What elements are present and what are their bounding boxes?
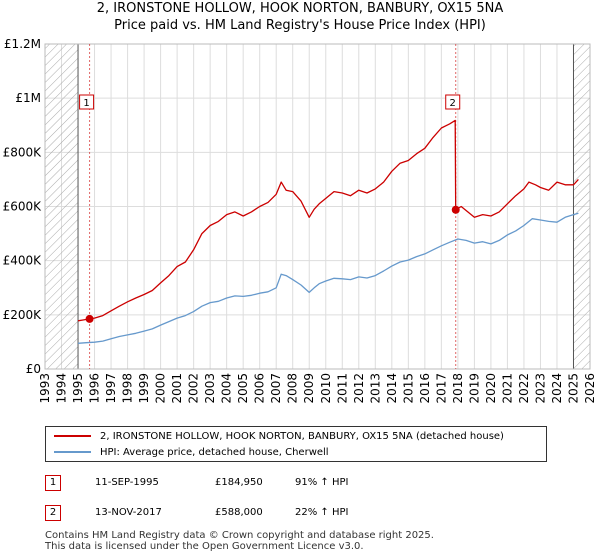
- x-tick-label: 2006: [253, 373, 267, 404]
- sale-row: 2 13-NOV-2017 £588,000 22% ↑ HPI: [45, 505, 405, 521]
- x-tick-label: 2011: [335, 373, 349, 404]
- sale-hpi-change: 22% ↑ HPI: [295, 507, 349, 518]
- legend-swatch-property: [54, 435, 91, 437]
- title-line-1: 2, IRONSTONE HOLLOW, HOOK NORTON, BANBUR…: [96, 1, 504, 16]
- sale-badge: 1: [45, 475, 61, 491]
- hatched-region: [45, 44, 79, 369]
- x-tick-label: 2023: [533, 373, 547, 404]
- y-tick-label: £200K: [3, 308, 43, 322]
- x-tick-label: 2019: [467, 373, 481, 404]
- x-tick-label: 2021: [500, 373, 514, 404]
- x-tick-label: 2015: [401, 373, 415, 404]
- sale-label-number: 1: [83, 98, 89, 109]
- legend: 2, IRONSTONE HOLLOW, HOOK NORTON, BANBUR…: [45, 426, 547, 462]
- footer-copyright: Contains HM Land Registry data © Crown c…: [45, 530, 434, 541]
- x-tick-label: 1997: [104, 373, 118, 404]
- x-tick-label: 2017: [434, 373, 448, 404]
- x-tick-label: 2012: [352, 373, 366, 404]
- x-tick-label: 2016: [418, 373, 432, 404]
- x-tick-label: 1995: [71, 373, 85, 404]
- y-tick-label: £1M: [15, 91, 41, 105]
- legend-item-hpi: HPI: Average price, detached house, Cher…: [54, 444, 329, 460]
- x-tick-label: 2026: [583, 373, 597, 404]
- x-tick-label: 1998: [121, 373, 135, 404]
- sale-label-box: [79, 94, 95, 110]
- x-tick-label: 2005: [236, 373, 250, 404]
- sale-badge: 2: [45, 505, 61, 521]
- x-tick-label: 2013: [368, 373, 382, 404]
- sale-point: [451, 205, 460, 214]
- x-tick-label: 2004: [220, 373, 234, 404]
- legend-label-property: 2, IRONSTONE HOLLOW, HOOK NORTON, BANBUR…: [100, 430, 504, 442]
- x-tick-label: 1994: [55, 373, 69, 404]
- x-tick-label: 2010: [319, 373, 333, 404]
- x-tick-label: 2022: [517, 373, 531, 404]
- x-tick-label: 2020: [484, 373, 498, 404]
- x-tick-label: 2025: [566, 373, 580, 404]
- x-tick-label: 2003: [203, 373, 217, 404]
- x-tick-label: 2024: [550, 373, 564, 404]
- sale-label-box: [445, 94, 461, 110]
- y-tick-label: £600K: [3, 200, 43, 214]
- x-tick-label: 1999: [137, 373, 151, 404]
- property-price-line: [77, 119, 579, 322]
- sale-price: £588,000: [215, 507, 263, 518]
- x-tick-label: 2018: [451, 373, 465, 404]
- chart-title: 2, IRONSTONE HOLLOW, HOOK NORTON, BANBUR…: [0, 0, 600, 34]
- sale-point: [85, 314, 94, 323]
- sale-row: 1 11-SEP-1995 £184,950 91% ↑ HPI: [45, 475, 405, 491]
- title-line-2: Price paid vs. HM Land Registry's House …: [114, 18, 486, 33]
- legend-swatch-hpi: [54, 451, 91, 453]
- footer: Contains HM Land Registry data © Crown c…: [45, 530, 434, 552]
- legend-label-hpi: HPI: Average price, detached house, Cher…: [100, 446, 329, 458]
- x-tick-label: 2002: [187, 373, 201, 404]
- x-tick-label: 2001: [170, 373, 184, 404]
- sale-date: 11-SEP-1995: [95, 477, 159, 488]
- sale-date: 13-NOV-2017: [95, 507, 162, 518]
- x-tick-label: 2014: [385, 373, 399, 404]
- x-tick-label: 2009: [302, 373, 316, 404]
- legend-item-property: 2, IRONSTONE HOLLOW, HOOK NORTON, BANBUR…: [54, 428, 504, 444]
- plot-frame: [44, 43, 591, 370]
- x-tick-label: 2007: [269, 373, 283, 404]
- x-tick-label: 1993: [38, 373, 52, 404]
- y-tick-label: £1.2M: [4, 37, 41, 51]
- hpi-line: [77, 212, 579, 344]
- hatched-region: [573, 44, 590, 369]
- sale-price: £184,950: [215, 477, 263, 488]
- y-tick-label: £0: [26, 362, 41, 376]
- sale-hpi-change: 91% ↑ HPI: [295, 477, 349, 488]
- x-tick-label: 2000: [154, 373, 168, 404]
- x-tick-label: 2008: [286, 373, 300, 404]
- footer-licence: This data is licensed under the Open Gov…: [45, 541, 364, 552]
- y-tick-label: £400K: [3, 254, 43, 268]
- y-tick-label: £800K: [3, 145, 43, 159]
- x-tick-label: 1996: [88, 373, 102, 404]
- sale-label-number: 2: [450, 98, 456, 109]
